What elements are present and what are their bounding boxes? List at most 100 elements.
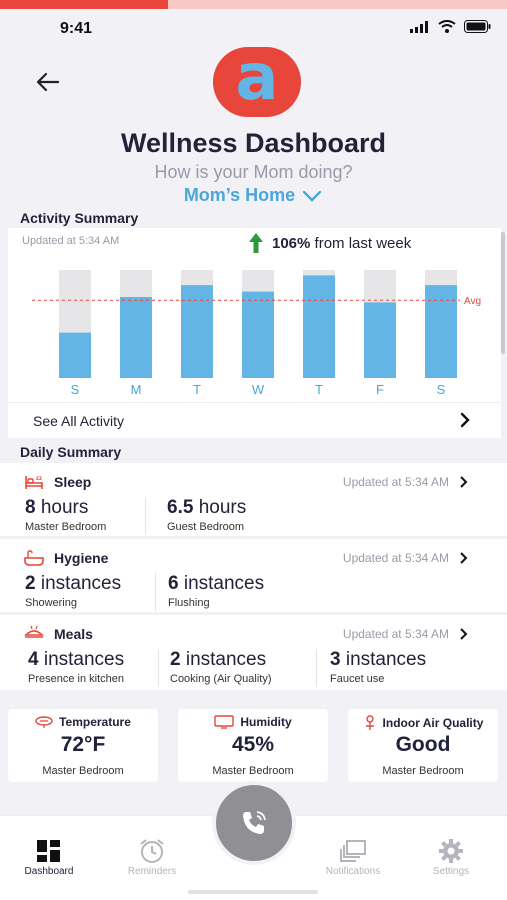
see-all-activity-label: See All Activity (33, 413, 125, 429)
tab-label: Settings (432, 866, 470, 877)
metric-label: Faucet use (330, 673, 385, 685)
x-tick-label: S (437, 382, 446, 397)
phone-call-icon (243, 811, 266, 834)
metric-unit: instances (183, 573, 265, 594)
tab-label: Notifications (325, 866, 381, 877)
metric-unit: instances (43, 649, 125, 670)
bar[interactable] (425, 285, 457, 378)
activity-updated-text: Updated at 5:34 AM (22, 235, 120, 247)
activity-change-text: from last week (314, 234, 412, 252)
tab-notifications[interactable]: Notifications (308, 836, 398, 877)
bar[interactable] (120, 297, 152, 378)
temperature-value: 72°F (60, 733, 106, 756)
x-tick-label: M (131, 382, 142, 397)
metric-number: 6 (168, 573, 179, 594)
humidity-location: Master Bedroom (212, 765, 294, 777)
chevron-right-icon (460, 628, 468, 640)
x-tick-label: T (193, 382, 201, 397)
metric-label: Showering (25, 597, 77, 609)
humidity-value: 45% (231, 733, 275, 756)
metric-label: Cooking (Air Quality) (170, 673, 272, 685)
metric-unit: instances (345, 649, 427, 670)
x-tick-label: W (252, 382, 265, 397)
divider (158, 649, 159, 687)
meals-card[interactable]: Meals Updated at 5:34 AM 4 instances Pre… (0, 615, 507, 690)
hygiene-updated: Updated at 5:34 AM (342, 551, 449, 565)
cellular-signal-icon (410, 20, 428, 33)
meals-metric-faucet: 3 instances Faucet use (330, 649, 426, 685)
meals-metric-kitchen: 4 instances Presence in kitchen (28, 649, 124, 685)
sleep-metric-master: 8 hours Master Bedroom (25, 497, 106, 533)
humidity-title: Humidity (240, 715, 292, 729)
dashboard-icon (37, 840, 60, 862)
hygiene-metric-flushing: 6 instances Flushing (168, 573, 264, 609)
back-arrow-icon (36, 72, 60, 92)
air-quality-icon (365, 715, 374, 730)
metric-number: 4 (28, 649, 39, 670)
tab-reminders[interactable]: Reminders (107, 836, 197, 877)
hygiene-title: Hygiene (54, 550, 109, 566)
daily-summary-heading: Daily Summary (20, 444, 122, 460)
bar[interactable] (364, 302, 396, 378)
meal-icon (24, 625, 44, 638)
x-tick-label: S (71, 382, 80, 397)
notifications-icon (340, 840, 366, 862)
thermostat-icon (35, 716, 53, 728)
status-bar: 9:41 (0, 14, 507, 44)
air-quality-value: Good (395, 733, 451, 756)
see-all-activity-link[interactable]: See All Activity (8, 402, 501, 436)
hygiene-metric-showering: 2 instances Showering (25, 573, 121, 609)
bathtub-icon (24, 550, 44, 566)
meals-title: Meals (54, 626, 93, 642)
arrow-up-icon (249, 233, 263, 253)
humidity-card[interactable]: Humidity 45% Master Bedroom (178, 709, 328, 782)
home-selector[interactable]: Mom’s Home (0, 185, 507, 206)
sleep-title: Sleep (54, 474, 92, 490)
chevron-down-icon (302, 191, 322, 202)
chevron-right-icon (460, 476, 468, 488)
average-label: Avg (464, 296, 481, 307)
divider (155, 573, 156, 611)
bar[interactable] (181, 285, 213, 378)
meals-updated: Updated at 5:34 AM (342, 627, 449, 641)
x-tick-label: F (376, 382, 384, 397)
sleep-updated: Updated at 5:34 AM (342, 475, 449, 489)
hygiene-card[interactable]: Hygiene Updated at 5:34 AM 2 instances S… (0, 539, 507, 612)
sleep-card[interactable]: zz Sleep Updated at 5:34 AM 8 hours Mast… (0, 463, 507, 536)
bed-icon: zz (25, 476, 43, 489)
metric-number: 2 (170, 649, 181, 670)
metric-label: Master Bedroom (25, 521, 107, 533)
metric-unit: hours (40, 497, 89, 518)
air-quality-location: Master Bedroom (382, 765, 464, 777)
divider (145, 497, 146, 535)
bar[interactable] (242, 291, 274, 378)
back-button[interactable] (32, 66, 64, 98)
status-time: 9:41 (60, 20, 93, 37)
metric-number: 2 (25, 573, 36, 594)
activity-summary-heading: Activity Summary (20, 210, 139, 226)
battery-icon (464, 20, 491, 33)
divider (316, 649, 317, 687)
activity-change: 106% from last week (248, 232, 411, 254)
scrollbar[interactable] (501, 232, 505, 354)
bar[interactable] (59, 332, 91, 378)
call-button[interactable] (212, 781, 296, 865)
air-quality-card[interactable]: Indoor Air Quality Good Master Bedroom (348, 709, 498, 782)
metric-number: 6.5 (167, 497, 194, 518)
tab-dashboard[interactable]: Dashboard (4, 836, 94, 877)
x-tick-label: T (315, 382, 323, 397)
temperature-title: Temperature (59, 715, 131, 729)
air-quality-title: Indoor Air Quality (382, 716, 484, 730)
chevron-right-icon (460, 552, 468, 564)
tab-settings[interactable]: Settings (406, 836, 496, 877)
temperature-card[interactable]: Temperature 72°F Master Bedroom (8, 709, 158, 782)
wifi-icon (438, 20, 456, 33)
svg-text:zz: zz (36, 476, 42, 482)
activity-summary-card: Updated at 5:34 AM 106% from last week S… (8, 228, 501, 438)
activity-bar-chart: S M T W T F S Avg (32, 270, 481, 397)
bar[interactable] (303, 275, 335, 378)
page-title: Wellness Dashboard (120, 128, 387, 158)
home-selector-label: Mom’s Home (183, 185, 296, 205)
meals-metric-cooking: 2 instances Cooking (Air Quality) (170, 649, 271, 685)
chevron-right-icon (460, 412, 470, 428)
